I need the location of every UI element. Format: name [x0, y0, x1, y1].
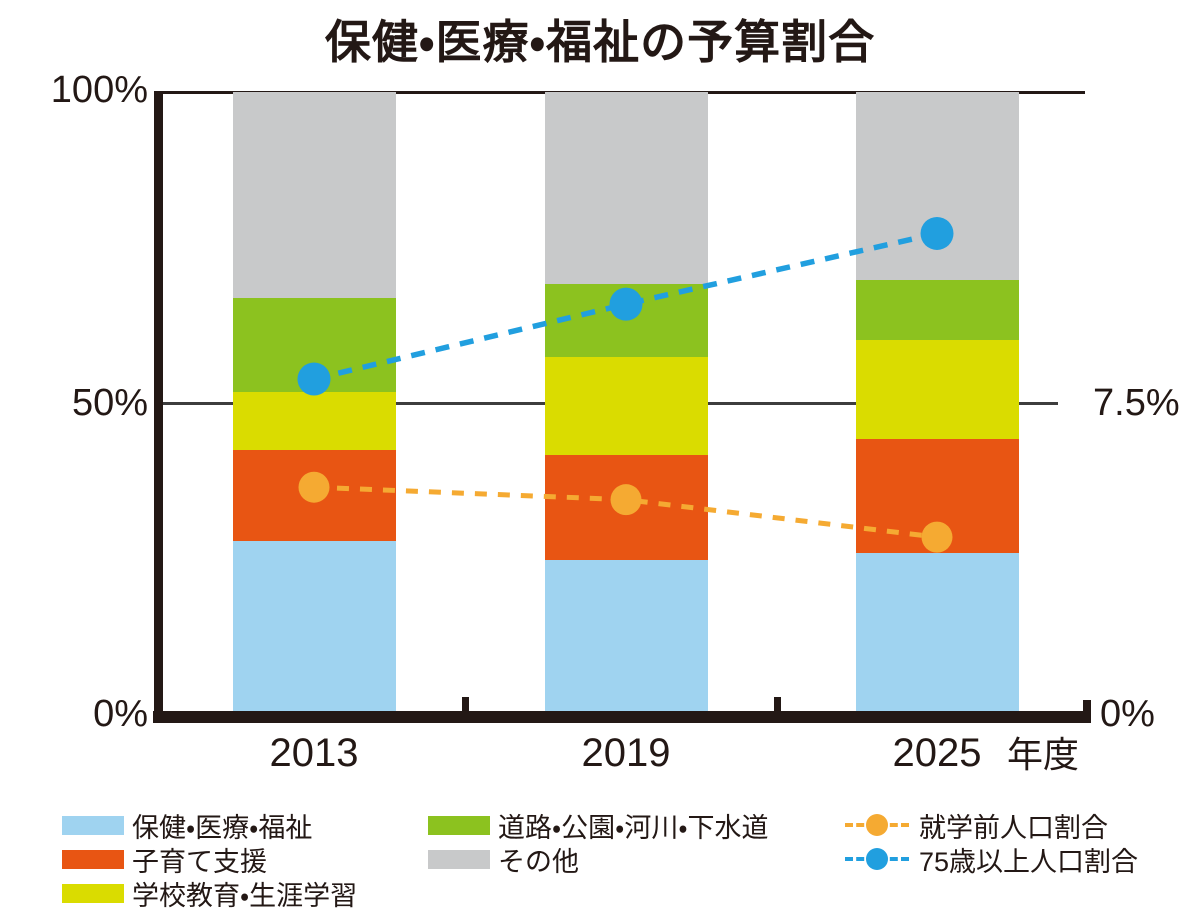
legend-swatch-yellow [62, 883, 124, 903]
dot-icon [866, 814, 888, 836]
legend-item-hoken: 保健・医療・福祉 [62, 809, 312, 843]
legend-label: 子育て支援 [132, 846, 267, 877]
legend-label: その他 [498, 846, 579, 877]
legend-label: 75歳以上人口割合 [919, 846, 1139, 877]
legend-swatch-green [428, 815, 490, 835]
left-axis-label-50: 50% [71, 382, 148, 424]
chart-title: 保健・医療・福祉の予算割合 [324, 16, 876, 68]
legend-item-sonota: その他 [428, 843, 579, 877]
legend-swatch-blue [62, 815, 124, 835]
dot-icon [866, 848, 888, 870]
bar-segment-blue-2019 [544, 560, 708, 716]
legend-label: 道路・公園・河川・下水道 [498, 812, 769, 843]
legend-label: 就学前人口割合 [919, 812, 1108, 843]
legend-label: 保健・医療・福祉 [132, 812, 313, 843]
x-label-2019: 2019 [581, 731, 671, 775]
x-label-2025: 2025 [892, 731, 982, 775]
bar-segment-yellow-2013 [232, 392, 396, 451]
bar-segment-blue-2013 [232, 541, 396, 716]
legend-marker-orange-line [845, 813, 909, 837]
legend-swatch-orange [62, 849, 124, 869]
right-axis-label-0: 0% [1100, 693, 1155, 735]
x-axis-line [153, 711, 1091, 723]
legend-marker-blue-line [845, 847, 909, 871]
x-axis-tick-1 [462, 697, 469, 713]
legend-item-shuugakumae: 就学前人口割合 [845, 809, 1108, 843]
bar-segment-blue-2025 [855, 553, 1019, 716]
legend-label: 学校教育・生涯学習 [132, 880, 358, 909]
x-axis-end-cap [1083, 700, 1091, 714]
legend-item-gakkou: 学校教育・生涯学習 [62, 877, 357, 909]
legend-swatch-gray [428, 849, 490, 869]
legend-item-kosodate: 子育て支援 [62, 843, 267, 877]
left-axis-label-0: 0% [93, 693, 148, 735]
x-axis-unit-label: 年度 [1007, 734, 1080, 775]
left-axis-label-100: 100% [50, 69, 148, 111]
y-axis-line [154, 91, 163, 723]
x-label-2013: 2013 [269, 731, 359, 775]
legend-item-75sai: 75歳以上人口割合 [845, 843, 1138, 877]
x-axis-tick-2 [774, 697, 781, 713]
legend-item-douro: 道路・公園・河川・下水道 [428, 809, 769, 843]
right-axis-label-mid: 7.5% [1093, 382, 1180, 424]
